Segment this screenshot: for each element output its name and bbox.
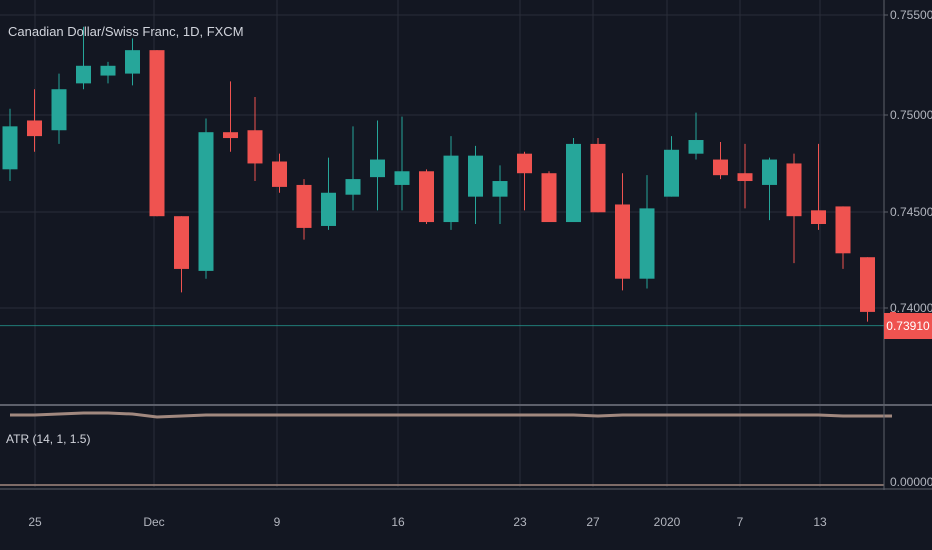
candle-body xyxy=(419,171,434,223)
candle-body xyxy=(541,173,557,223)
candle-body xyxy=(713,159,728,176)
candle xyxy=(811,143,826,230)
candle-body xyxy=(321,192,336,226)
candle xyxy=(762,157,777,221)
candle xyxy=(370,120,385,211)
candle xyxy=(492,165,508,225)
y-tick-label: 0.75000 xyxy=(890,108,932,122)
x-tick-label: 27 xyxy=(586,515,600,529)
y-tick-label: 0.74500 xyxy=(890,205,932,219)
candle xyxy=(247,97,263,182)
candle xyxy=(51,73,67,144)
chart-title: Canadian Dollar/Swiss Franc, 1D, FXCM xyxy=(8,24,244,39)
candle-body xyxy=(223,132,238,139)
candle xyxy=(713,141,728,180)
x-tick-label: 2020 xyxy=(654,515,681,529)
candle-body xyxy=(590,143,606,213)
candle xyxy=(296,179,312,240)
candle xyxy=(835,206,851,269)
candle xyxy=(100,61,116,84)
candle xyxy=(860,257,875,322)
candle-body xyxy=(468,155,483,197)
candle-body xyxy=(76,65,91,84)
candle-body xyxy=(566,143,581,223)
candle xyxy=(394,116,410,211)
candle-body xyxy=(835,206,851,254)
candle-body xyxy=(296,184,312,228)
candle xyxy=(174,216,189,293)
candle-body xyxy=(639,208,655,279)
candle-body xyxy=(664,149,679,197)
candle xyxy=(198,118,214,279)
axes: 0.75500 0.75000 0.74500 0.74000 25 Dec 9 16 23 27… xyxy=(0,0,932,529)
x-tick-label: 9 xyxy=(274,515,281,529)
candle-body xyxy=(786,163,802,217)
candle xyxy=(27,89,42,152)
candle-body xyxy=(198,132,214,271)
candle xyxy=(541,171,557,223)
candle-body xyxy=(615,204,630,279)
candle xyxy=(443,136,459,230)
candlestick-series xyxy=(2,26,896,326)
x-tick-label: 13 xyxy=(813,515,827,529)
candle-body xyxy=(394,171,410,185)
x-tick-label: 7 xyxy=(737,515,744,529)
candle xyxy=(615,173,630,291)
candle xyxy=(688,112,704,160)
candle xyxy=(786,153,802,264)
candle-body xyxy=(762,159,777,185)
candle xyxy=(664,136,679,197)
candle-body xyxy=(51,89,67,131)
candle-body xyxy=(443,155,459,223)
candle xyxy=(566,138,581,223)
candle xyxy=(517,151,532,211)
y-tick-label: 0.74000 xyxy=(890,301,932,315)
candle xyxy=(468,145,483,225)
candle-body xyxy=(737,173,753,182)
candle xyxy=(737,143,753,209)
candle-body xyxy=(247,130,263,164)
candle xyxy=(76,26,91,90)
candle-body xyxy=(492,181,508,197)
candle-body xyxy=(27,120,42,137)
candle-body xyxy=(174,216,189,269)
candle-body xyxy=(2,126,18,170)
x-tick-label: Dec xyxy=(143,515,164,529)
candle xyxy=(223,81,238,152)
candle xyxy=(639,175,655,289)
candle xyxy=(272,153,287,193)
candle-body xyxy=(517,153,532,174)
candle xyxy=(125,38,140,86)
candle xyxy=(590,138,606,213)
atr-y-tick-label: 0.00000 xyxy=(890,475,932,489)
candle-body xyxy=(100,65,116,76)
candle xyxy=(321,157,336,230)
x-tick-label: 23 xyxy=(513,515,527,529)
atr-indicator-label: ATR (14, 1, 1.5) xyxy=(6,432,91,446)
candle-body xyxy=(125,50,140,74)
x-tick-label: 16 xyxy=(391,515,405,529)
candle xyxy=(345,126,361,211)
candle xyxy=(149,50,165,217)
candle xyxy=(419,169,434,225)
candle-body xyxy=(345,179,361,195)
last-price-tag: 0.73910 xyxy=(884,312,932,339)
candle-body xyxy=(860,257,875,312)
candle-body xyxy=(811,210,826,225)
candle-body xyxy=(272,161,287,187)
x-tick-label: 25 xyxy=(28,515,42,529)
candle-body xyxy=(688,140,704,154)
atr-indicator: 0.00000 xyxy=(0,411,932,489)
candle xyxy=(2,108,18,182)
candle-body xyxy=(370,159,385,178)
atr-line xyxy=(10,411,892,419)
y-tick-label: 0.75500 xyxy=(890,8,932,22)
candle-body xyxy=(149,50,165,217)
